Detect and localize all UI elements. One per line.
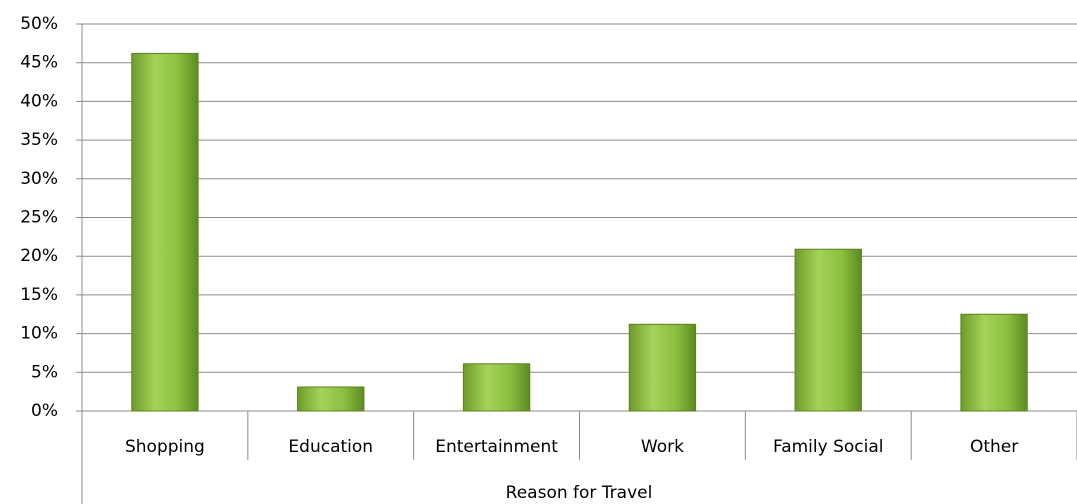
y-tick-label: 25% — [20, 208, 58, 228]
y-tick-label: 15% — [20, 285, 58, 305]
y-tick-label: 20% — [20, 246, 58, 266]
x-tick-label: Other — [970, 437, 1018, 457]
bar — [297, 386, 365, 412]
y-tick-label: 30% — [20, 169, 58, 189]
y-tick-label: 40% — [20, 91, 58, 111]
bar — [131, 52, 199, 412]
bar — [960, 313, 1028, 412]
y-tick-label: 5% — [31, 362, 58, 382]
x-tick-label: Entertainment — [435, 437, 558, 457]
x-tick-label: Education — [288, 437, 373, 457]
bar — [628, 323, 697, 412]
x-tick-label: Shopping — [125, 437, 205, 457]
x-axis-title: Reason for Travel — [506, 483, 653, 503]
x-tick-label: Family Social — [773, 437, 884, 457]
y-tick-label: 35% — [20, 130, 58, 150]
bar — [794, 248, 862, 412]
y-tick-label: 10% — [20, 324, 58, 344]
bar — [462, 363, 531, 412]
y-tick-label: 45% — [20, 53, 58, 73]
y-tick-label: 50% — [20, 14, 58, 34]
x-tick-label: Work — [641, 437, 684, 457]
y-tick-label: 0% — [31, 401, 58, 421]
